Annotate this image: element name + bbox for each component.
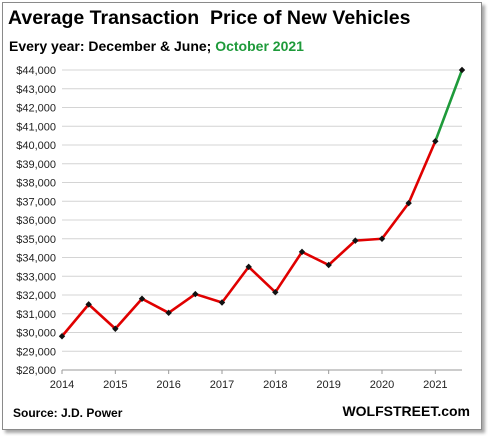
data-point bbox=[432, 138, 439, 145]
data-point bbox=[58, 333, 66, 340]
y-tick-label: $40,000 bbox=[16, 140, 56, 152]
x-tick-label: 2020 bbox=[370, 379, 394, 391]
y-tick-label: $43,000 bbox=[16, 84, 56, 96]
chart-subtitle: Every year: December & June; October 202… bbox=[9, 38, 304, 54]
series-segment bbox=[114, 297, 144, 331]
data-point bbox=[192, 290, 199, 298]
chart-frame bbox=[2, 2, 482, 430]
data-point bbox=[378, 235, 386, 242]
y-tick-label: $34,000 bbox=[16, 253, 56, 265]
series-segment bbox=[60, 303, 90, 338]
x-tick-label: 2018 bbox=[263, 379, 287, 391]
data-point bbox=[112, 325, 119, 332]
y-tick-label: $33,000 bbox=[16, 271, 56, 283]
x-tick-label: 2015 bbox=[103, 379, 127, 391]
series-segment bbox=[407, 139, 437, 205]
y-tick-label: $28,000 bbox=[16, 365, 56, 377]
x-tick-label: 2016 bbox=[156, 379, 180, 391]
data-point bbox=[165, 309, 172, 317]
data-point bbox=[272, 288, 279, 296]
source-note: Source: J.D. Power bbox=[13, 406, 123, 420]
x-tick-label: 2021 bbox=[423, 379, 447, 391]
data-point bbox=[352, 237, 359, 244]
series-segment bbox=[87, 303, 117, 331]
y-tick-label: $39,000 bbox=[16, 159, 56, 171]
y-tick-label: $29,000 bbox=[16, 346, 56, 358]
data-point bbox=[405, 199, 412, 207]
data-point bbox=[298, 248, 306, 256]
series-segment-highlight bbox=[434, 68, 464, 143]
series-segment bbox=[354, 237, 384, 242]
chart-title: Average Transaction Price of New Vehicle… bbox=[8, 7, 411, 29]
series-segment bbox=[194, 292, 224, 304]
y-tick-label: $41,000 bbox=[16, 121, 56, 133]
subtitle-highlight: October 2021 bbox=[215, 38, 304, 54]
series-segment bbox=[274, 250, 304, 294]
data-point bbox=[138, 295, 146, 302]
y-tick-label: $42,000 bbox=[16, 103, 56, 115]
brand-label: WOLFSTREET.com bbox=[342, 403, 470, 419]
series-segment bbox=[167, 292, 197, 315]
series-segment bbox=[327, 239, 357, 267]
series-segment bbox=[140, 297, 170, 315]
y-tick-label: $32,000 bbox=[16, 290, 56, 302]
y-tick-label: $30,000 bbox=[16, 328, 56, 340]
y-tick-label: $44,000 bbox=[16, 65, 56, 77]
data-point bbox=[458, 66, 466, 74]
data-point bbox=[325, 261, 332, 269]
series-segment bbox=[220, 265, 250, 304]
subtitle-main: Every year: December & June; bbox=[9, 38, 216, 54]
y-tick-label: $36,000 bbox=[16, 215, 56, 227]
x-tick-label: 2019 bbox=[316, 379, 340, 391]
data-point bbox=[218, 299, 226, 306]
x-tick-label: 2017 bbox=[210, 379, 234, 391]
y-tick-label: $31,000 bbox=[16, 309, 56, 321]
series-segment bbox=[247, 265, 277, 294]
x-tick-label: 2014 bbox=[50, 379, 74, 391]
data-point bbox=[85, 301, 92, 308]
series-segment bbox=[380, 201, 410, 241]
y-tick-label: $38,000 bbox=[16, 178, 56, 190]
y-tick-label: $37,000 bbox=[16, 196, 56, 208]
y-tick-label: $35,000 bbox=[16, 234, 56, 246]
data-point bbox=[245, 263, 252, 271]
series-segment bbox=[300, 250, 330, 267]
